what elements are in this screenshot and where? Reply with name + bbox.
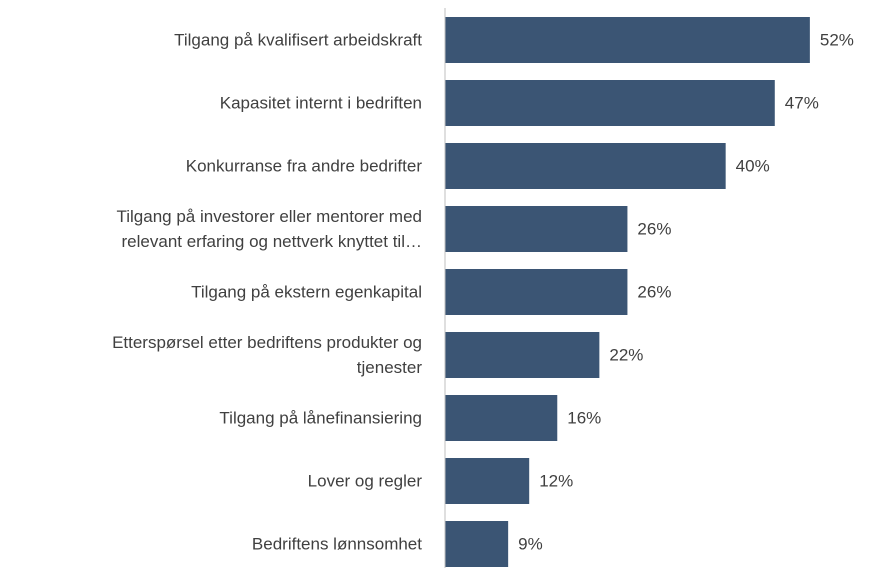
value-label: 52% (820, 30, 854, 49)
category-label: Tilgang på investorer eller mentorer med… (116, 207, 422, 251)
category-label: Kapasitet internt i bedriften (219, 93, 422, 113)
category-label: Tilgang på kvalifisert arbeidskraft (174, 30, 422, 50)
value-label: 12% (539, 471, 573, 490)
bar (445, 17, 810, 63)
category-label: Etterspørsel etter bedriftens produkter … (112, 333, 422, 377)
category-label: Tilgang på ekstern egenkapital (191, 282, 422, 302)
bar (445, 206, 628, 252)
bar (445, 458, 530, 504)
value-label: 40% (736, 156, 770, 175)
value-label: 9% (518, 534, 543, 553)
bar (445, 395, 558, 441)
value-label: 26% (637, 282, 671, 301)
category-label: Lover og regler (307, 471, 422, 491)
category-label: Bedriftens lønnsomhet (251, 534, 422, 554)
value-label: 26% (637, 219, 671, 238)
bar (445, 269, 628, 315)
bar (445, 80, 775, 126)
bar (445, 332, 600, 378)
value-label: 16% (567, 408, 601, 427)
bar (445, 143, 726, 189)
category-label: Tilgang på lånefinansiering (219, 408, 422, 428)
value-label: 47% (785, 93, 819, 112)
value-label: 22% (609, 345, 643, 364)
category-label: Konkurranse fra andre bedrifter (185, 156, 422, 176)
bar (445, 521, 509, 567)
